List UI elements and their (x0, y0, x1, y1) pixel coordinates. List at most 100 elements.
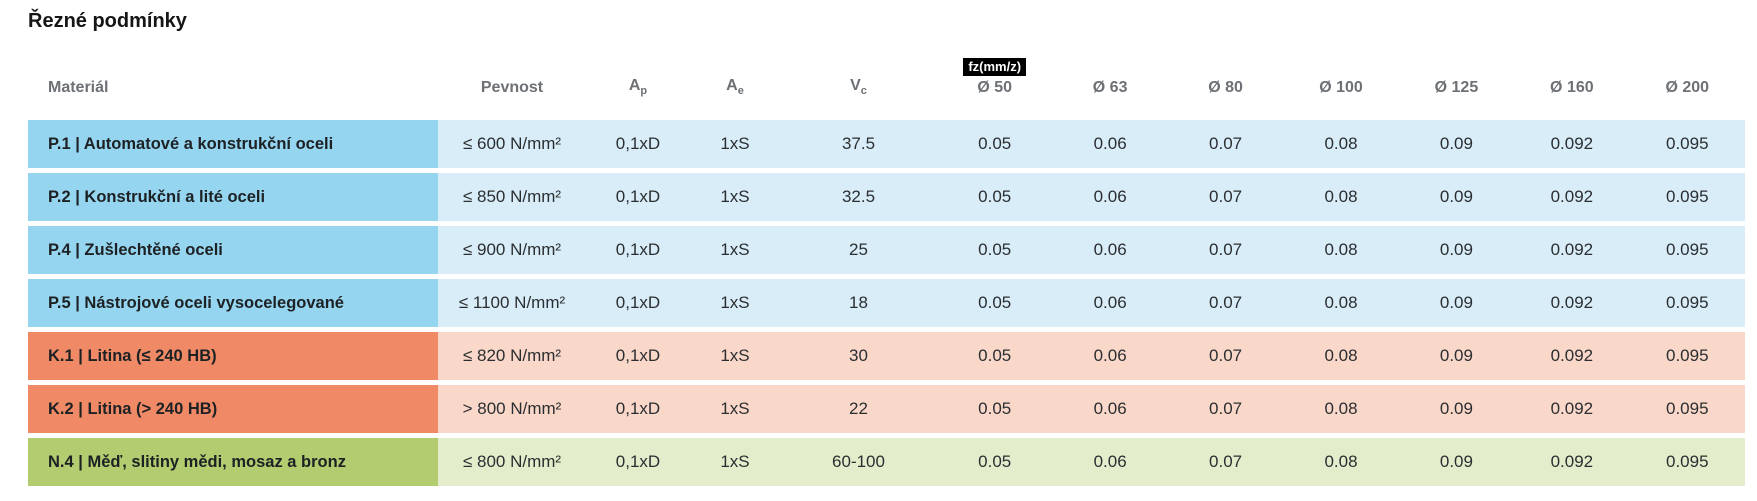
fz-cell: 0.07 (1209, 240, 1243, 259)
pevnost-cell: ≤ 800 N/mm² (462, 452, 562, 471)
fz-cell: 0.09 (1439, 240, 1473, 259)
fz-cell: 0.08 (1324, 452, 1358, 471)
page-title: Řezné podmínky (28, 10, 187, 32)
fz-cell: 0.08 (1324, 399, 1358, 418)
ap-cell: 0,1xD (615, 452, 661, 471)
material-cell: P.4 | Zušlechtěné oceli (28, 226, 438, 274)
column-header-vc: Vc (780, 77, 937, 97)
pevnost-cell: ≤ 820 N/mm² (462, 346, 562, 365)
ae-cell: 1xS (720, 187, 750, 206)
pevnost-cell: > 800 N/mm² (462, 399, 562, 418)
fz-cell: 0.092 (1550, 240, 1594, 259)
ap-cell: 0,1xD (615, 134, 661, 153)
table-row: P.1 | Automatové a konstrukční oceli ≤ 6… (28, 120, 1745, 168)
table-row: N.4 | Měď, slitiny mědi, mosaz a bronz ≤… (28, 438, 1745, 486)
cutting-conditions-table: Materiál Pevnost Ap Ae Vc fz(mm/z) Ø 50 … (28, 55, 1745, 486)
fz-cell: 0.05 (978, 240, 1012, 259)
ae-sub: e (737, 84, 744, 97)
table-header-row: Materiál Pevnost Ap Ae Vc fz(mm/z) Ø 50 … (28, 55, 1745, 97)
fz-cell: 0.095 (1666, 187, 1709, 206)
ap-cell: 0,1xD (615, 346, 661, 365)
column-header-ap: Ap (586, 77, 690, 97)
fz-cell: 0.08 (1324, 293, 1358, 312)
column-header-d160: Ø 160 (1550, 79, 1594, 97)
fz-cell: 0.07 (1209, 346, 1243, 365)
pevnost-cell: ≤ 900 N/mm² (462, 240, 562, 259)
fz-cell: 0.07 (1209, 452, 1243, 471)
column-header-pevnost: Pevnost (480, 79, 544, 97)
fz-cell: 0.09 (1439, 346, 1473, 365)
fz-cell: 0.09 (1439, 134, 1473, 153)
fz-cell: 0.095 (1666, 346, 1709, 365)
vc-cell: 18 (849, 293, 868, 312)
fz-cell: 0.092 (1550, 452, 1594, 471)
column-header-d80: Ø 80 (1208, 79, 1243, 97)
fz-cell: 0.06 (1093, 452, 1127, 471)
fz-cell: 0.08 (1324, 134, 1358, 153)
fz-cell: 0.095 (1666, 399, 1709, 418)
column-header-d50: fz(mm/z) Ø 50 (937, 58, 1052, 97)
fz-cell: 0.06 (1093, 187, 1127, 206)
material-cell: K.1 | Litina (≤ 240 HB) (28, 332, 438, 380)
fz-cell: 0.092 (1550, 399, 1594, 418)
fz-cell: 0.07 (1209, 399, 1243, 418)
ae-cell: 1xS (720, 452, 750, 471)
vc-cell: 30 (849, 346, 868, 365)
fz-cell: 0.07 (1209, 293, 1243, 312)
fz-cell: 0.095 (1666, 240, 1709, 259)
fz-cell: 0.09 (1439, 187, 1473, 206)
table-row: K.2 | Litina (> 240 HB) > 800 N/mm² 0,1x… (28, 385, 1745, 433)
fz-cell: 0.09 (1439, 293, 1473, 312)
fz-cell: 0.092 (1550, 346, 1594, 365)
fz-cell: 0.05 (978, 399, 1012, 418)
ap-cell: 0,1xD (615, 187, 661, 206)
pevnost-cell: ≤ 850 N/mm² (462, 187, 562, 206)
fz-cell: 0.092 (1550, 293, 1594, 312)
ap-cell: 0,1xD (615, 240, 661, 259)
fz-cell: 0.06 (1093, 240, 1127, 259)
fz-cell: 0.092 (1550, 134, 1594, 153)
fz-cell: 0.05 (978, 293, 1012, 312)
vc-base: V (850, 76, 861, 94)
column-header-ae: Ae (690, 77, 780, 97)
fz-cell: 0.08 (1324, 240, 1358, 259)
fz-cell: 0.08 (1324, 346, 1358, 365)
fz-cell: 0.05 (978, 452, 1012, 471)
ae-cell: 1xS (720, 399, 750, 418)
column-header-material: Materiál (48, 79, 109, 97)
ap-sub: p (640, 84, 648, 97)
fz-cell: 0.092 (1550, 187, 1594, 206)
ae-cell: 1xS (720, 134, 750, 153)
fz-cell: 0.09 (1439, 399, 1473, 418)
table-row: P.2 | Konstrukční a lité oceli ≤ 850 N/m… (28, 173, 1745, 221)
fz-cell: 0.06 (1093, 134, 1127, 153)
pevnost-cell: ≤ 600 N/mm² (462, 134, 562, 153)
fz-cell: 0.095 (1666, 293, 1709, 312)
material-cell: P.2 | Konstrukční a lité oceli (28, 173, 438, 221)
table-body: P.1 | Automatové a konstrukční oceli ≤ 6… (28, 120, 1745, 486)
vc-cell: 37.5 (841, 134, 876, 153)
column-header-d200: Ø 200 (1665, 79, 1710, 97)
column-header-d125: Ø 125 (1434, 79, 1479, 97)
d50-label: Ø 50 (977, 79, 1013, 97)
fz-cell: 0.095 (1666, 134, 1709, 153)
fz-cell: 0.05 (978, 187, 1012, 206)
pevnost-cell: ≤ 1100 N/mm² (458, 293, 566, 312)
column-header-d100: Ø 100 (1319, 79, 1363, 97)
fz-cell: 0.06 (1093, 399, 1127, 418)
fz-unit-badge: fz(mm/z) (963, 58, 1027, 77)
fz-cell: 0.095 (1666, 452, 1709, 471)
table-row: K.1 | Litina (≤ 240 HB) ≤ 820 N/mm² 0,1x… (28, 332, 1745, 380)
fz-cell: 0.07 (1209, 187, 1243, 206)
ap-base: A (628, 76, 641, 94)
fz-cell: 0.05 (978, 346, 1012, 365)
table-row: P.4 | Zušlechtěné oceli ≤ 900 N/mm² 0,1x… (28, 226, 1745, 274)
table-row: P.5 | Nástrojové oceli vysocelegované ≤ … (28, 279, 1745, 327)
material-cell: N.4 | Měď, slitiny mědi, mosaz a bronz (28, 438, 438, 486)
vc-cell: 32.5 (841, 187, 876, 206)
ap-cell: 0,1xD (615, 399, 661, 418)
fz-cell: 0.08 (1324, 187, 1358, 206)
fz-cell: 0.06 (1093, 346, 1127, 365)
material-cell: K.2 | Litina (> 240 HB) (28, 385, 438, 433)
